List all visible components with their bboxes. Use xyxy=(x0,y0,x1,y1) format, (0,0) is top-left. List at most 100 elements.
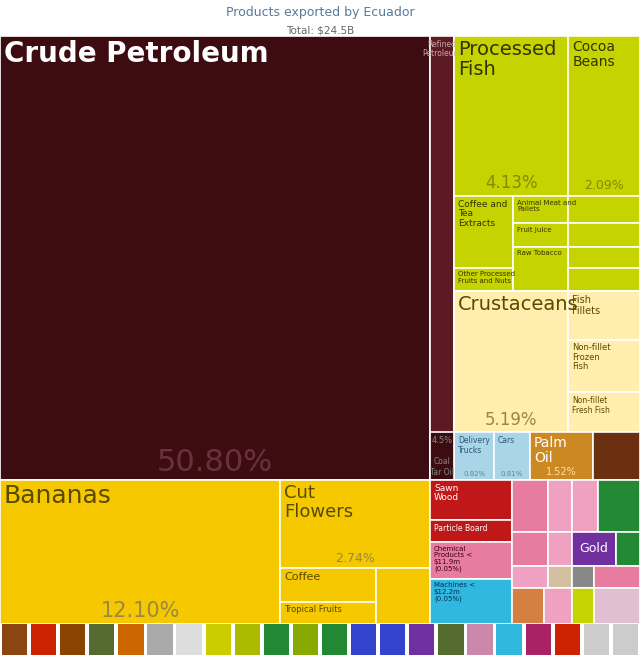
Bar xyxy=(572,588,594,624)
Bar xyxy=(568,291,640,339)
Text: 50.80%: 50.80% xyxy=(157,447,273,477)
Text: Particle Board: Particle Board xyxy=(434,523,488,533)
Text: Processed
Fish: Processed Fish xyxy=(458,39,557,79)
Text: Tropical Fruits: Tropical Fruits xyxy=(284,605,342,614)
Text: Bananas: Bananas xyxy=(4,483,112,508)
Bar xyxy=(568,223,640,246)
Text: Cars: Cars xyxy=(498,436,515,445)
Text: Crude Petroleum: Crude Petroleum xyxy=(4,39,268,67)
Bar xyxy=(31,624,56,655)
Bar xyxy=(548,532,572,566)
Bar xyxy=(454,291,568,432)
Bar xyxy=(177,624,202,655)
Text: Palm
Oil: Palm Oil xyxy=(534,436,568,465)
Text: Coal
Tar Oil: Coal Tar Oil xyxy=(430,457,454,477)
Bar xyxy=(598,480,640,532)
Bar xyxy=(322,624,347,655)
Bar xyxy=(548,480,572,532)
Bar xyxy=(467,624,493,655)
Bar xyxy=(572,566,594,588)
Bar xyxy=(264,624,289,655)
Text: 5.19%: 5.19% xyxy=(485,411,538,429)
Bar xyxy=(280,602,376,624)
Bar xyxy=(512,532,548,566)
Bar xyxy=(376,569,430,624)
Bar xyxy=(568,196,640,223)
Bar xyxy=(512,480,548,532)
Bar xyxy=(513,196,568,223)
Text: Fish
Fillets: Fish Fillets xyxy=(572,295,600,316)
Text: 4.5%: 4.5% xyxy=(431,436,453,445)
Text: Cut
Flowers: Cut Flowers xyxy=(284,483,353,521)
Bar xyxy=(280,480,430,569)
Bar xyxy=(235,624,260,655)
Text: Raw Tobacco: Raw Tobacco xyxy=(517,250,562,256)
Text: 0.82%: 0.82% xyxy=(463,470,485,477)
Text: 1.52%: 1.52% xyxy=(546,466,577,477)
Text: 2.09%: 2.09% xyxy=(584,179,624,193)
Text: 12.10%: 12.10% xyxy=(100,601,180,621)
Bar xyxy=(430,36,454,480)
Text: Coffee: Coffee xyxy=(284,572,321,582)
Bar xyxy=(616,532,640,566)
Bar xyxy=(205,624,231,655)
Text: Crustaceans: Crustaceans xyxy=(458,295,579,314)
Bar xyxy=(584,624,609,655)
Text: 2.74%: 2.74% xyxy=(335,552,375,565)
Bar xyxy=(454,432,494,480)
Bar xyxy=(512,566,548,588)
Bar xyxy=(572,532,616,566)
Bar xyxy=(280,569,376,602)
Bar xyxy=(293,624,318,655)
Bar xyxy=(548,566,572,588)
Text: Refined
Petroleum: Refined Petroleum xyxy=(423,39,461,58)
Text: Non-fillet
Frozen
Fish: Non-fillet Frozen Fish xyxy=(572,343,611,371)
Bar xyxy=(351,624,376,655)
Text: Non-fillet
Fresh Fish: Non-fillet Fresh Fish xyxy=(572,396,610,415)
Text: Animal Meat and
Pallets: Animal Meat and Pallets xyxy=(517,200,576,212)
Bar xyxy=(430,579,512,624)
Text: Coffee and
Tea
Extracts: Coffee and Tea Extracts xyxy=(458,200,508,228)
Bar xyxy=(118,624,143,655)
Bar xyxy=(544,588,572,624)
Bar xyxy=(438,624,463,655)
Bar xyxy=(613,624,638,655)
Bar xyxy=(568,36,640,196)
Bar xyxy=(513,246,568,291)
Bar xyxy=(380,624,405,655)
Bar xyxy=(594,566,640,588)
Bar xyxy=(60,624,85,655)
Bar xyxy=(409,624,435,655)
Text: Fruit Juice: Fruit Juice xyxy=(517,227,552,233)
Bar xyxy=(555,624,580,655)
Text: Products exported by Ecuador: Products exported by Ecuador xyxy=(226,6,414,19)
Text: Chemical
Products <
$11.9m
(0.05%): Chemical Products < $11.9m (0.05%) xyxy=(434,546,472,572)
Text: 0.81%: 0.81% xyxy=(501,470,523,477)
Text: Sawn
Wood: Sawn Wood xyxy=(434,483,459,502)
Bar xyxy=(530,432,593,480)
Bar xyxy=(454,268,513,291)
Bar xyxy=(2,624,27,655)
Bar xyxy=(593,432,640,480)
Text: Cocoa
Beans: Cocoa Beans xyxy=(572,39,615,69)
Bar xyxy=(430,432,454,480)
Bar xyxy=(430,480,512,520)
Bar xyxy=(568,268,640,291)
Text: Other Processed
Fruits and Nuts: Other Processed Fruits and Nuts xyxy=(458,271,515,284)
Bar xyxy=(568,339,640,392)
Bar xyxy=(525,624,551,655)
Bar xyxy=(430,542,512,579)
Bar xyxy=(430,520,512,542)
Bar xyxy=(0,480,280,624)
Bar xyxy=(494,432,530,480)
Bar xyxy=(594,588,640,624)
Bar xyxy=(454,196,513,268)
Bar xyxy=(512,588,544,624)
Bar xyxy=(454,36,568,196)
Text: Delivery
Trucks: Delivery Trucks xyxy=(458,436,490,455)
Text: Machines <
$12.2m
(0.05%): Machines < $12.2m (0.05%) xyxy=(434,582,475,602)
Bar xyxy=(89,624,115,655)
Text: 4.13%: 4.13% xyxy=(485,174,538,193)
Bar xyxy=(572,480,598,532)
Bar xyxy=(568,392,640,432)
